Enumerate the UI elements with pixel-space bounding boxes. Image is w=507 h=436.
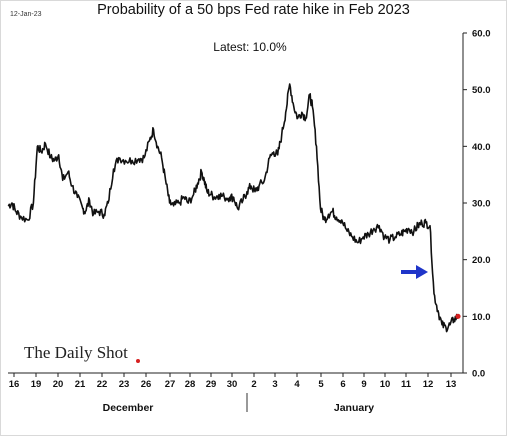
x-tick-label: 16 <box>9 379 20 390</box>
x-tick-label: 27 <box>165 379 176 390</box>
x-tick-label: 23 <box>119 379 130 390</box>
x-tick-label: 5 <box>318 379 324 390</box>
month-label-december: December <box>103 402 154 414</box>
x-tick-label: 22 <box>97 379 108 390</box>
chart-title: Probability of a 50 bps Fed rate hike in… <box>97 2 410 18</box>
brand-name: The Daily Shot <box>24 343 128 362</box>
y-tick-label: 50.0 <box>472 85 491 96</box>
brand-logo: The Daily Shot <box>24 343 140 363</box>
x-tick-label: 28 <box>185 379 196 390</box>
x-tick-label: 13 <box>446 379 457 390</box>
x-tick-label: 9 <box>361 379 366 390</box>
brand-dot-icon <box>136 359 140 363</box>
x-tick-label: 4 <box>294 379 300 390</box>
x-tick-label: 6 <box>340 379 345 390</box>
x-tick-label: 20 <box>53 379 64 390</box>
y-tick-label: 40.0 <box>472 142 491 153</box>
series-line <box>7 83 459 333</box>
y-tick-label: 0.0 <box>472 369 485 380</box>
x-tick-label: 10 <box>380 379 391 390</box>
x-tick-label: 3 <box>272 379 277 390</box>
date-stamp: 12-Jan-23 <box>10 11 42 18</box>
x-tick-label: 30 <box>227 379 238 390</box>
x-tick-label: 11 <box>401 379 412 390</box>
y-tick-label: 60.0 <box>472 29 491 40</box>
latest-value-label: Latest: 10.0% <box>213 40 287 54</box>
y-tick-label: 20.0 <box>472 255 491 266</box>
month-label-january: January <box>334 402 374 414</box>
x-tick-label: 21 <box>75 379 86 390</box>
y-tick-label: 30.0 <box>472 199 491 210</box>
x-tick-label: 12 <box>423 379 434 390</box>
latest-marker <box>455 313 461 319</box>
arrow-icon <box>416 265 428 279</box>
x-tick-label: 2 <box>251 379 256 390</box>
x-tick-label: 29 <box>206 379 217 390</box>
x-tick-label: 26 <box>141 379 152 390</box>
x-tick-label: 19 <box>31 379 42 390</box>
y-tick-label: 10.0 <box>472 312 491 323</box>
